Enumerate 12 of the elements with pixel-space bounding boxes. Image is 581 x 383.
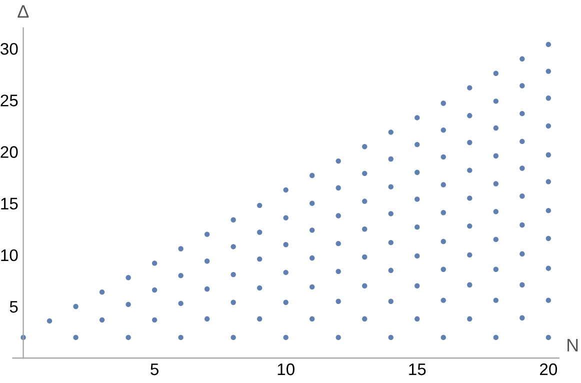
y-tick-label: 20	[0, 146, 18, 158]
y-tick-label: 25	[0, 94, 18, 106]
x-tick-label: 10	[278, 363, 294, 376]
y-tick-label: 30	[0, 42, 18, 55]
x-tick-label: 20	[540, 363, 558, 376]
x-tick-label: 15	[409, 364, 426, 376]
x-tick-label: 5	[150, 364, 159, 376]
y-axis-title: Δ	[18, 5, 29, 18]
x-axis-title: N	[568, 338, 578, 352]
y-tick-label: 5	[10, 301, 18, 313]
y-tick-label: 10	[1, 249, 18, 262]
y-tick-label: 15	[1, 198, 18, 210]
